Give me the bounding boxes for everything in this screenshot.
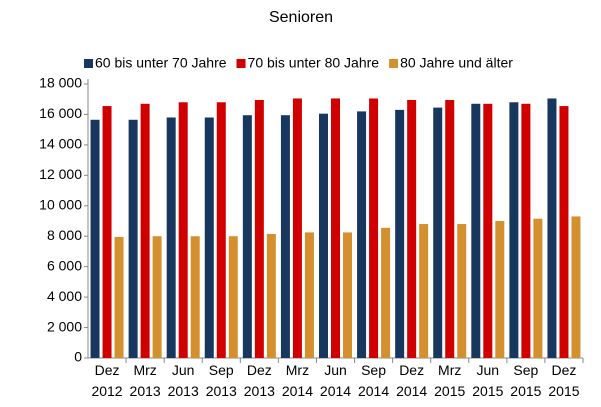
x-tick-label: Jun 2013 — [167, 362, 199, 399]
x-tick-label: Dez 2014 — [396, 362, 428, 399]
chart-title: Senioren — [269, 9, 333, 26]
y-tick-label: 18 000 — [39, 75, 82, 91]
bar — [228, 236, 238, 358]
bar — [483, 103, 493, 359]
y-tick-label: 0 — [74, 349, 82, 365]
bar — [559, 106, 569, 358]
y-tick-label: 16 000 — [39, 105, 82, 121]
bar — [331, 98, 340, 358]
y-tick-label: 6 000 — [47, 257, 82, 273]
bar — [319, 113, 328, 358]
x-tick-label: Dez 2012 — [91, 362, 123, 399]
x-tick-label: Jun 2015 — [472, 362, 504, 399]
y-tick-label: 4 000 — [47, 288, 82, 304]
bar — [114, 236, 124, 358]
bar — [204, 117, 214, 358]
legend-label: 60 bis unter 70 Jahre — [95, 55, 227, 71]
legend-swatch — [84, 59, 93, 68]
x-tick-label: Dez 2013 — [243, 362, 275, 399]
x-tick-label: Mrz 2013 — [129, 362, 161, 399]
bar — [292, 98, 302, 358]
bar — [216, 102, 226, 359]
bar — [266, 233, 276, 358]
bar — [419, 224, 429, 358]
bar — [433, 107, 443, 358]
bar — [242, 115, 252, 358]
bar — [254, 99, 264, 358]
legend-swatch — [236, 59, 246, 68]
bar — [547, 98, 557, 358]
bar — [509, 102, 519, 359]
x-tick-label: Mrz 2015 — [434, 362, 466, 399]
y-tick-label: 10 000 — [39, 196, 82, 212]
bar — [304, 232, 314, 358]
bar — [357, 111, 367, 359]
x-tick-label: Sep 2013 — [205, 362, 237, 399]
bar — [190, 236, 200, 358]
bar — [178, 102, 188, 359]
bar — [128, 119, 138, 359]
bar — [495, 221, 505, 358]
x-tick-label: Mrz 2014 — [281, 362, 313, 399]
bar — [381, 227, 391, 358]
y-tick-label: 12 000 — [39, 166, 82, 182]
bar — [571, 216, 581, 358]
bar — [369, 98, 379, 358]
bar — [533, 218, 543, 358]
bar — [457, 224, 467, 358]
x-tick-label: Sep 2014 — [357, 362, 390, 399]
bar — [395, 109, 405, 358]
bar — [521, 103, 531, 359]
y-tick-label: 2 000 — [47, 318, 82, 334]
bar — [280, 115, 290, 358]
legend-swatch — [389, 59, 399, 68]
y-tick-label: 8 000 — [47, 227, 82, 243]
bar — [152, 236, 162, 358]
x-tick-label: Sep 2015 — [510, 362, 542, 399]
x-tick-label: Jun 2014 — [319, 362, 352, 399]
bar — [166, 117, 176, 358]
bar — [90, 119, 100, 359]
bar — [140, 103, 150, 359]
bar — [102, 106, 112, 358]
bar — [445, 99, 455, 358]
legend-label: 70 bis unter 80 Jahre — [248, 55, 380, 71]
y-tick-label: 14 000 — [39, 136, 82, 152]
legend-label: 80 Jahre und älter — [400, 55, 513, 71]
bar — [407, 99, 417, 358]
bar — [471, 103, 481, 359]
bar — [343, 232, 352, 358]
x-tick-label: Dez 2015 — [548, 362, 580, 399]
